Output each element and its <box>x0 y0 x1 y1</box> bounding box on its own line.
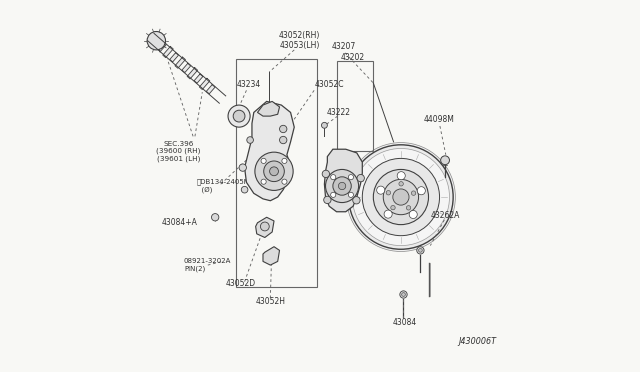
Polygon shape <box>244 102 294 201</box>
Polygon shape <box>175 57 186 68</box>
Circle shape <box>402 293 405 296</box>
Text: 43234: 43234 <box>236 80 260 89</box>
Polygon shape <box>170 53 179 62</box>
Text: 43052H: 43052H <box>255 297 285 307</box>
Circle shape <box>384 210 392 218</box>
Polygon shape <box>200 78 210 90</box>
Circle shape <box>339 182 346 190</box>
Circle shape <box>261 158 266 163</box>
Circle shape <box>269 167 278 176</box>
Circle shape <box>280 137 287 144</box>
Circle shape <box>280 125 287 133</box>
Circle shape <box>147 32 166 50</box>
Circle shape <box>348 192 353 198</box>
Circle shape <box>441 156 449 165</box>
Circle shape <box>377 186 385 194</box>
Circle shape <box>357 174 364 182</box>
Circle shape <box>331 192 336 198</box>
Circle shape <box>247 137 253 143</box>
Text: 43084: 43084 <box>392 318 417 327</box>
Circle shape <box>282 179 287 184</box>
Circle shape <box>241 186 248 193</box>
Circle shape <box>386 190 390 195</box>
Circle shape <box>399 182 403 186</box>
Circle shape <box>412 191 416 195</box>
Polygon shape <box>324 149 362 212</box>
Text: 43262A: 43262A <box>430 211 460 220</box>
Text: 43052D: 43052D <box>226 279 256 288</box>
Polygon shape <box>182 63 191 73</box>
Circle shape <box>228 105 250 127</box>
Bar <box>337 61 373 151</box>
Circle shape <box>324 196 331 203</box>
Polygon shape <box>206 85 215 94</box>
Polygon shape <box>163 46 173 58</box>
Text: 43222: 43222 <box>326 108 350 117</box>
Text: 44098M: 44098M <box>424 115 455 124</box>
Circle shape <box>362 158 440 235</box>
Text: 43052C: 43052C <box>314 80 344 89</box>
Circle shape <box>260 222 269 231</box>
Circle shape <box>326 170 358 202</box>
Circle shape <box>419 248 422 252</box>
Bar <box>236 59 317 287</box>
Circle shape <box>264 161 284 182</box>
Circle shape <box>348 174 353 180</box>
Text: ⒷDB134-2405M
  (Ø): ⒷDB134-2405M (Ø) <box>196 179 250 193</box>
Circle shape <box>353 196 360 204</box>
Circle shape <box>349 145 453 249</box>
Circle shape <box>353 148 449 246</box>
Polygon shape <box>157 42 166 51</box>
Circle shape <box>322 170 330 177</box>
Text: 43084+A: 43084+A <box>162 218 198 227</box>
Circle shape <box>397 171 405 180</box>
Circle shape <box>393 189 409 205</box>
Text: SEC.396
(39600 (RH)
(39601 (LH): SEC.396 (39600 (RH) (39601 (LH) <box>156 141 200 161</box>
Circle shape <box>331 174 336 180</box>
Circle shape <box>211 214 219 221</box>
Circle shape <box>400 291 407 298</box>
Polygon shape <box>194 74 203 83</box>
Text: J430006T: J430006T <box>458 337 497 346</box>
Circle shape <box>346 142 456 251</box>
Polygon shape <box>150 36 161 47</box>
Circle shape <box>333 177 351 195</box>
Circle shape <box>417 187 426 195</box>
Polygon shape <box>255 217 274 237</box>
Circle shape <box>417 247 424 254</box>
Circle shape <box>373 170 429 225</box>
Circle shape <box>391 205 395 210</box>
Text: 43052(RH)
43053(LH): 43052(RH) 43053(LH) <box>279 31 321 50</box>
Polygon shape <box>257 102 280 116</box>
Circle shape <box>282 158 287 163</box>
Circle shape <box>255 152 293 190</box>
Circle shape <box>261 179 266 184</box>
Circle shape <box>406 206 411 210</box>
Text: 43207: 43207 <box>332 42 356 51</box>
Polygon shape <box>187 68 198 79</box>
Text: 08921-3202A
PIN(2): 08921-3202A PIN(2) <box>184 258 231 272</box>
Circle shape <box>233 110 245 122</box>
Text: 43202: 43202 <box>341 53 365 62</box>
Circle shape <box>383 179 419 215</box>
Circle shape <box>239 164 246 171</box>
Circle shape <box>409 211 417 218</box>
Polygon shape <box>263 247 280 265</box>
Circle shape <box>321 122 327 128</box>
